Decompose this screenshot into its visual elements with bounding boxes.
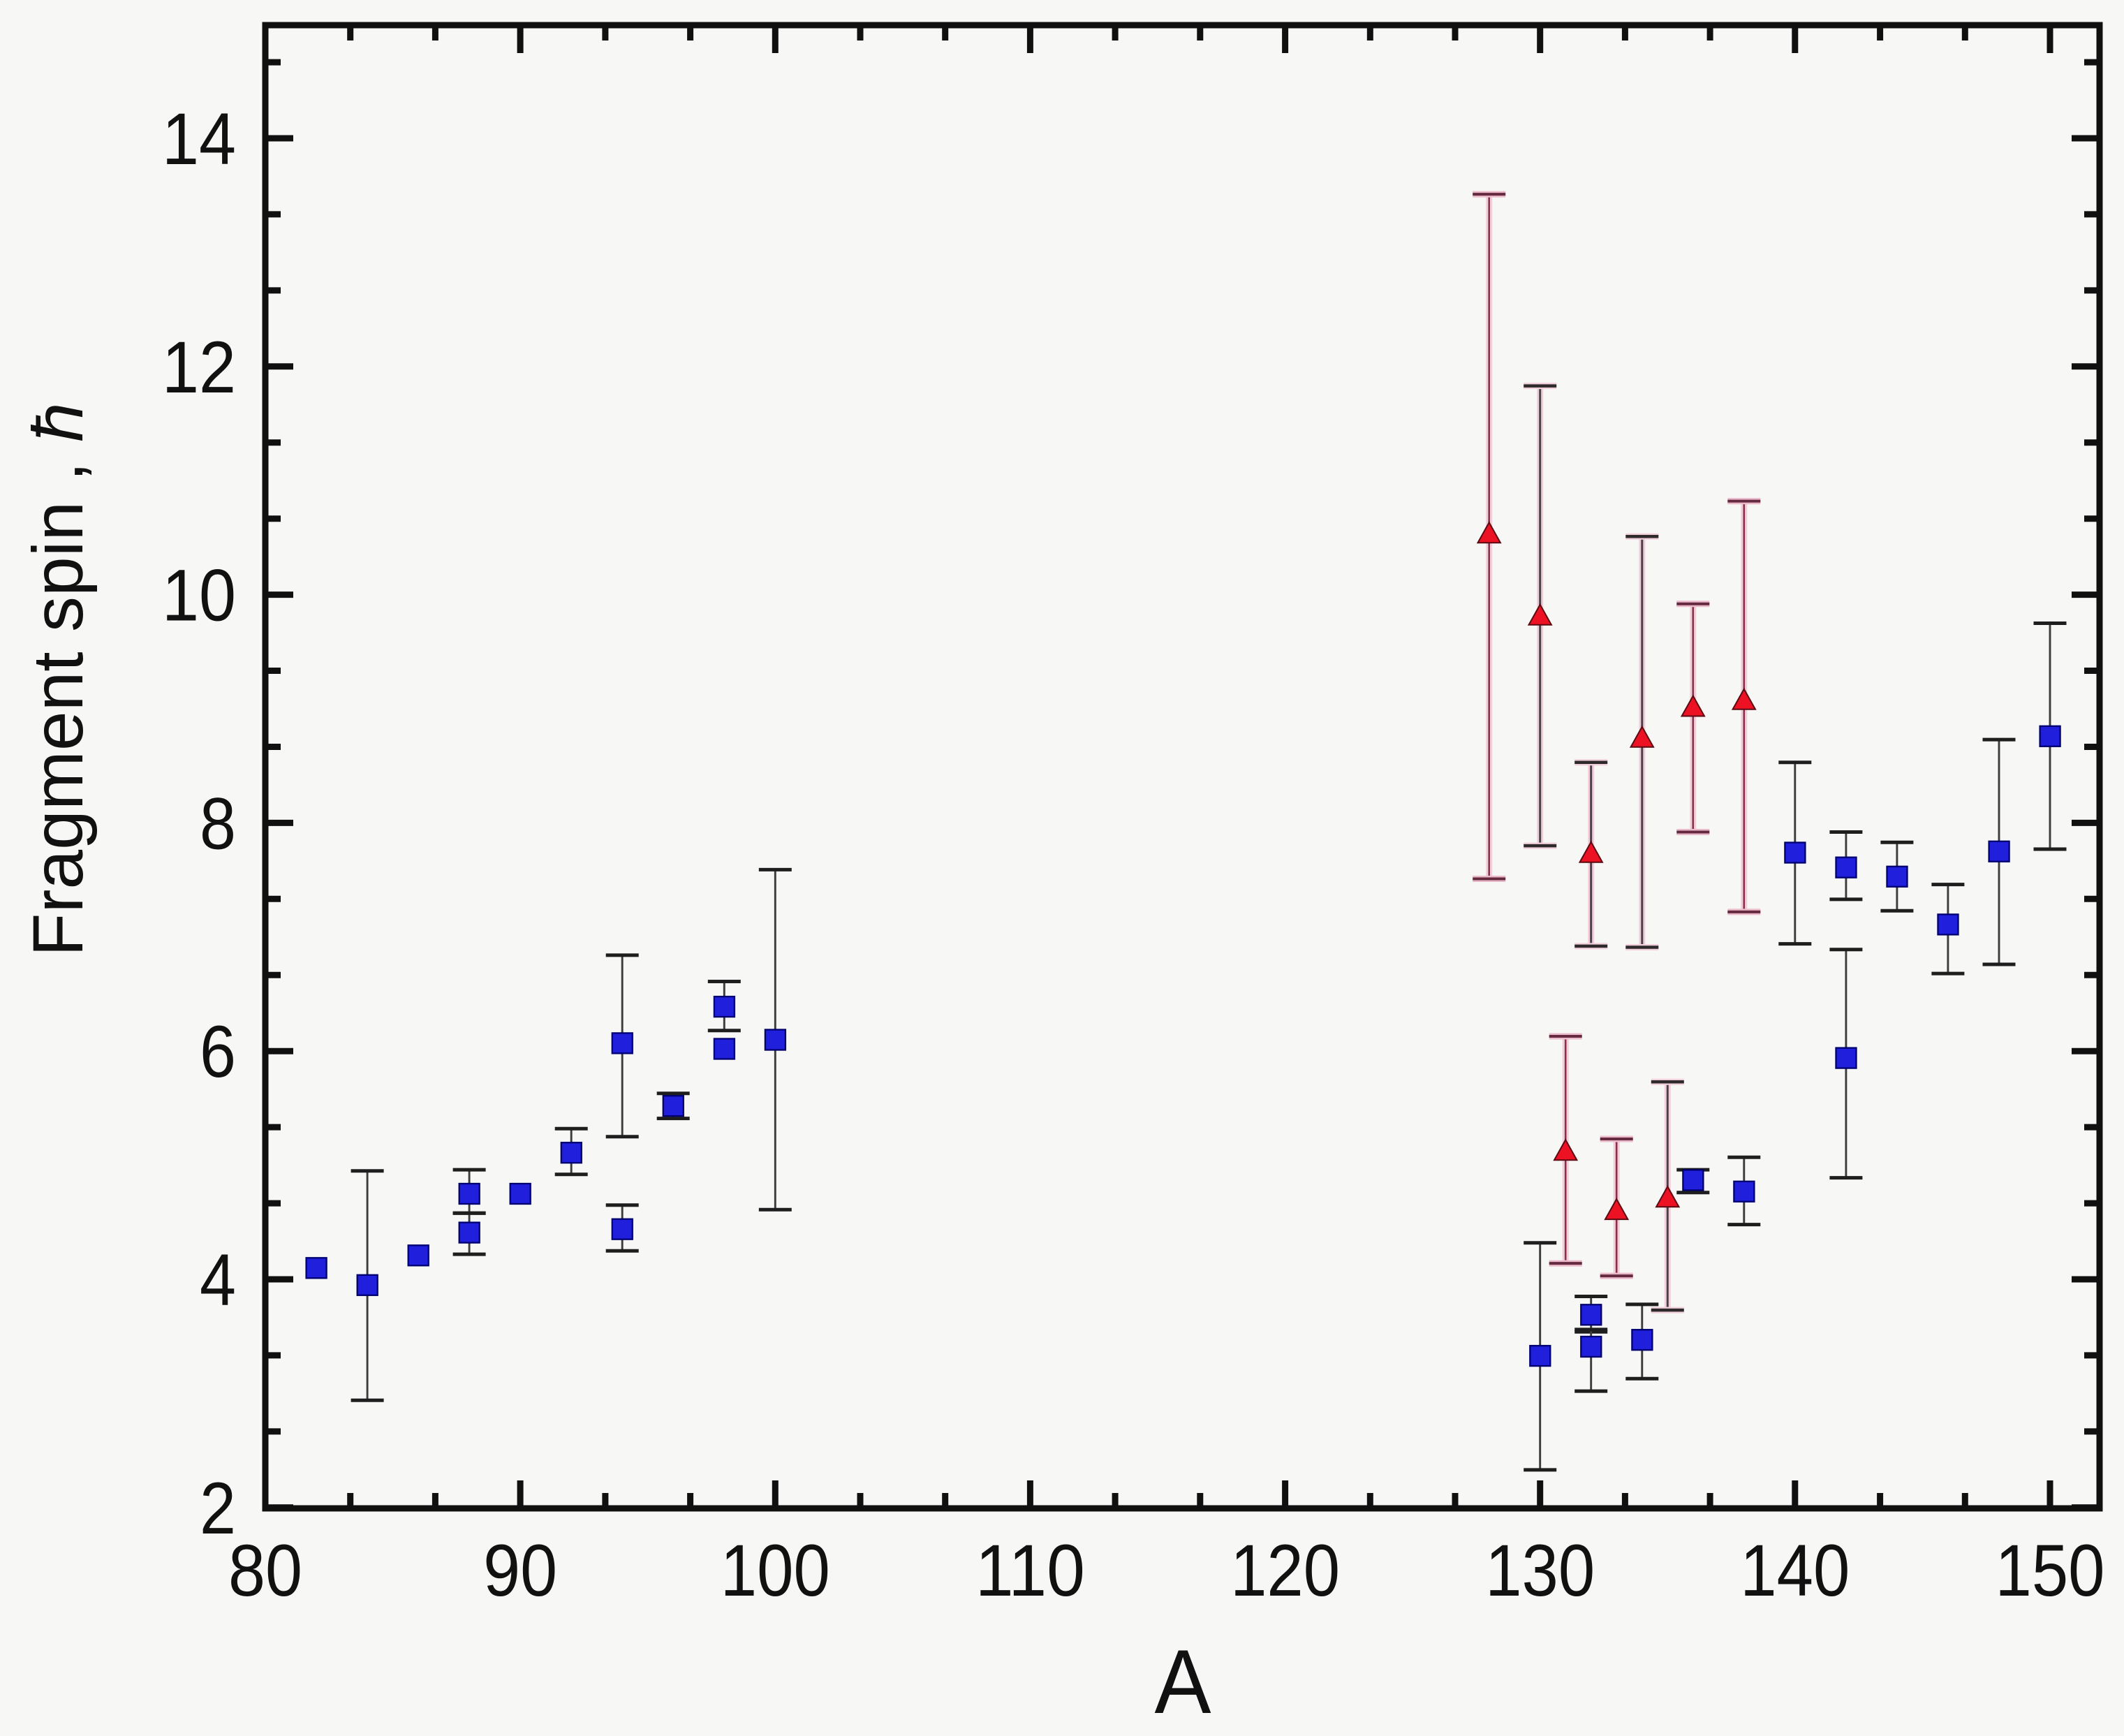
svg-text:80: 80 bbox=[228, 1530, 302, 1612]
svg-text:150: 150 bbox=[1996, 1530, 2105, 1612]
svg-text:8: 8 bbox=[200, 783, 236, 865]
svg-text:100: 100 bbox=[721, 1530, 830, 1612]
svg-text:140: 140 bbox=[1740, 1530, 1850, 1612]
svg-text:90: 90 bbox=[483, 1530, 557, 1612]
svg-text:14: 14 bbox=[162, 98, 236, 180]
svg-text:12: 12 bbox=[162, 327, 236, 409]
svg-text:Fragment spin , ħ: Fragment spin , ħ bbox=[18, 402, 98, 957]
svg-text:6: 6 bbox=[200, 1011, 236, 1093]
svg-text:110: 110 bbox=[975, 1530, 1085, 1612]
svg-text:10: 10 bbox=[162, 555, 236, 637]
svg-text:4: 4 bbox=[200, 1240, 236, 1321]
svg-text:120: 120 bbox=[1230, 1530, 1340, 1612]
svg-text:A: A bbox=[1155, 1631, 1211, 1733]
svg-text:130: 130 bbox=[1485, 1530, 1595, 1612]
svg-text:2: 2 bbox=[200, 1468, 236, 1550]
